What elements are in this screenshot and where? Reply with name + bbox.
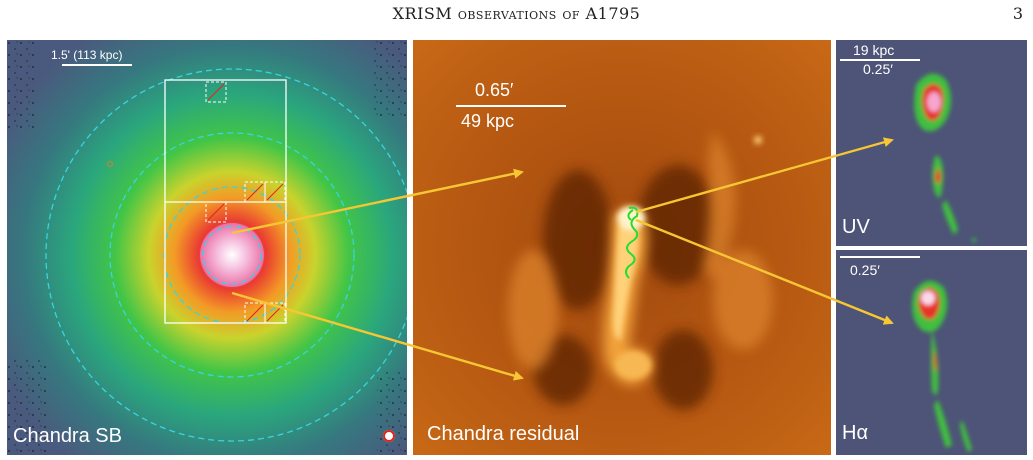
chandra-sb-image: [7, 40, 407, 455]
residual-panel-label: Chandra residual: [427, 423, 580, 445]
sb-scale-bar: [62, 64, 132, 66]
chandra-residual-image: [413, 40, 831, 455]
residual-scale-angle: 0.65′: [475, 80, 514, 100]
running-head: XRISM observations of A1795 3: [0, 2, 1033, 30]
uv-scale-angle: 0.25′: [863, 61, 893, 77]
chandra-sb-panel: 1.5' (113 kpc) Chandra SB: [7, 40, 407, 455]
uv-scale-bar: [840, 59, 920, 61]
chandra-residual-panel: 0.65′ 49 kpc Chandra residual: [413, 40, 831, 455]
residual-scale-bar: [456, 105, 566, 107]
uv-panel: 19 kpc 0.25′ UV: [836, 40, 1027, 246]
uv-panel-label: UV: [842, 216, 870, 238]
halpha-scale-angle: 0.25′: [850, 262, 880, 278]
page-number: 3: [1012, 4, 1023, 23]
halpha-panel-label: Hα: [842, 422, 869, 444]
sb-scale-label: 1.5' (113 kpc): [51, 48, 123, 62]
halpha-panel: 0.25′ Hα: [836, 250, 1027, 455]
residual-scale-distance: 49 kpc: [461, 111, 515, 131]
running-title: XRISM observations of A1795: [392, 4, 641, 23]
figure: 1.5' (113 kpc) Chandra SB: [7, 40, 1027, 455]
halpha-scale-bar: [840, 256, 920, 258]
sb-panel-label: Chandra SB: [13, 425, 122, 447]
uv-scale-distance: 19 kpc: [853, 42, 895, 58]
